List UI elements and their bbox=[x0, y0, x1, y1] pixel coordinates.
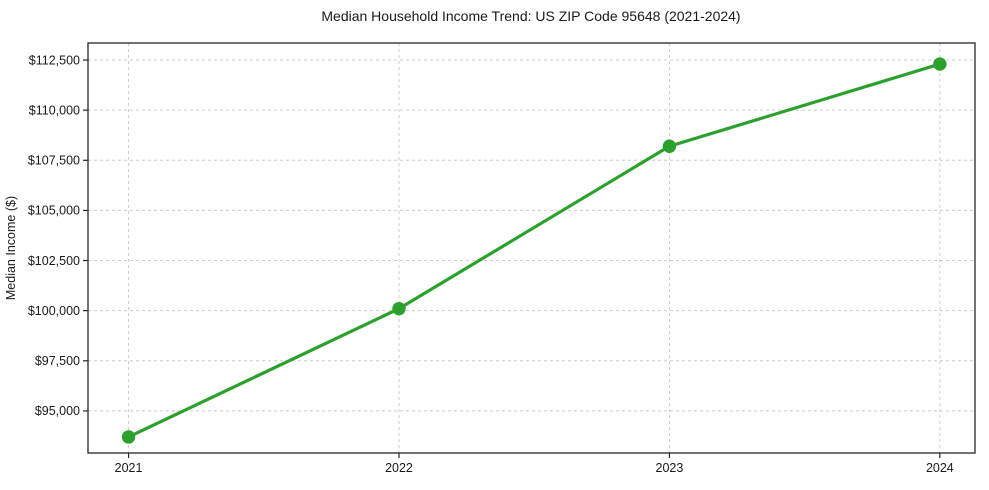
data-point-2022 bbox=[392, 301, 406, 316]
x-tick-label: 2024 bbox=[926, 461, 954, 475]
y-tick-label: $107,500 bbox=[28, 154, 80, 168]
y-tick-label: $110,000 bbox=[29, 103, 80, 117]
y-axis-label: Median Income ($) bbox=[4, 196, 18, 300]
data-point-2021 bbox=[121, 430, 136, 444]
data-point-2024 bbox=[933, 57, 947, 71]
y-tick-label: $100,000 bbox=[28, 304, 80, 318]
chart-title: Median Household Income Trend: US ZIP Co… bbox=[321, 8, 740, 24]
plot-border bbox=[87, 42, 976, 454]
x-tick-label: 2023 bbox=[656, 461, 684, 475]
x-tick-label: 2021 bbox=[115, 461, 143, 475]
y-tick-label: $102,500 bbox=[28, 254, 80, 268]
grid-layer bbox=[88, 43, 975, 453]
axis-layer: 2021 2022 2023 2024 $95,000 $97,500 $100,000 $1… bbox=[28, 42, 976, 475]
data-point-2023 bbox=[662, 139, 677, 153]
y-tick-label: $112,500 bbox=[29, 53, 80, 67]
y-tick-label: $95,000 bbox=[35, 404, 80, 418]
x-tick-label: 2022 bbox=[385, 461, 413, 475]
y-tick-label: $105,000 bbox=[28, 204, 80, 218]
series-layer bbox=[121, 57, 947, 444]
trend-line bbox=[126, 62, 942, 439]
y-tick-label: $97,500 bbox=[35, 354, 80, 368]
